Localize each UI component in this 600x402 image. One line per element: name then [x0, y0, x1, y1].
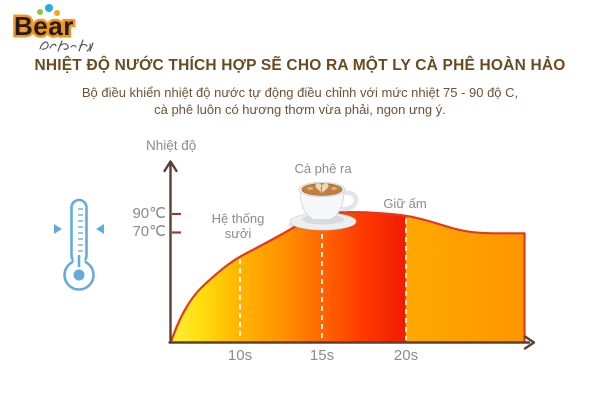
- logo-paw-dot-green: [37, 9, 43, 15]
- annotation-keep-warm: Giữ ấm: [383, 196, 427, 211]
- x-tick-15s-label: 15s: [309, 347, 335, 364]
- x-tick-10s-label: 10s: [227, 347, 253, 364]
- logo-wordmark-outline: Bear: [12, 9, 76, 44]
- bear-logo: Bear Bear: [12, 3, 124, 52]
- annotation-coffee-out: Cà phê ra: [294, 161, 352, 176]
- y-tick-90-label: 90℃: [132, 205, 166, 222]
- thermometer-icon: [54, 198, 104, 291]
- x-axis-arrow-icon: [523, 335, 536, 350]
- latte-cup-image: [288, 181, 359, 231]
- subtitle-line-2: cà phê luôn có hương thơm vừa phải, ngon…: [154, 102, 446, 117]
- latte-art-heart: [315, 183, 329, 194]
- page-title: NHIỆT ĐỘ NƯỚC THÍCH HỢP SẼ CHO RA MỘT LY…: [34, 57, 566, 74]
- x-tick-20s-label: 20s: [393, 347, 419, 364]
- annotation-heating-system: Hệ thống sưởi: [211, 211, 265, 242]
- script-signature-icon: [39, 39, 94, 52]
- logo-paw-dot-blue: [45, 4, 53, 12]
- thermo-left-arrow-icon: [54, 224, 62, 234]
- temperature-area-fill: [171, 212, 525, 342]
- logo-wordmark: Bear Bear: [12, 9, 76, 44]
- logo-paw-dot-yellow: [54, 10, 60, 16]
- subtitle-line-1: Bộ điều khiển nhiệt độ nước tự động điều…: [81, 85, 519, 100]
- logo-wordmark-text: Bear: [14, 11, 74, 41]
- y-axis-arrow-icon: [163, 160, 178, 173]
- y-tick-70-label: 70℃: [132, 223, 166, 240]
- y-axis-title: Nhiệt độ: [146, 138, 197, 153]
- thermo-right-arrow-icon: [96, 224, 104, 234]
